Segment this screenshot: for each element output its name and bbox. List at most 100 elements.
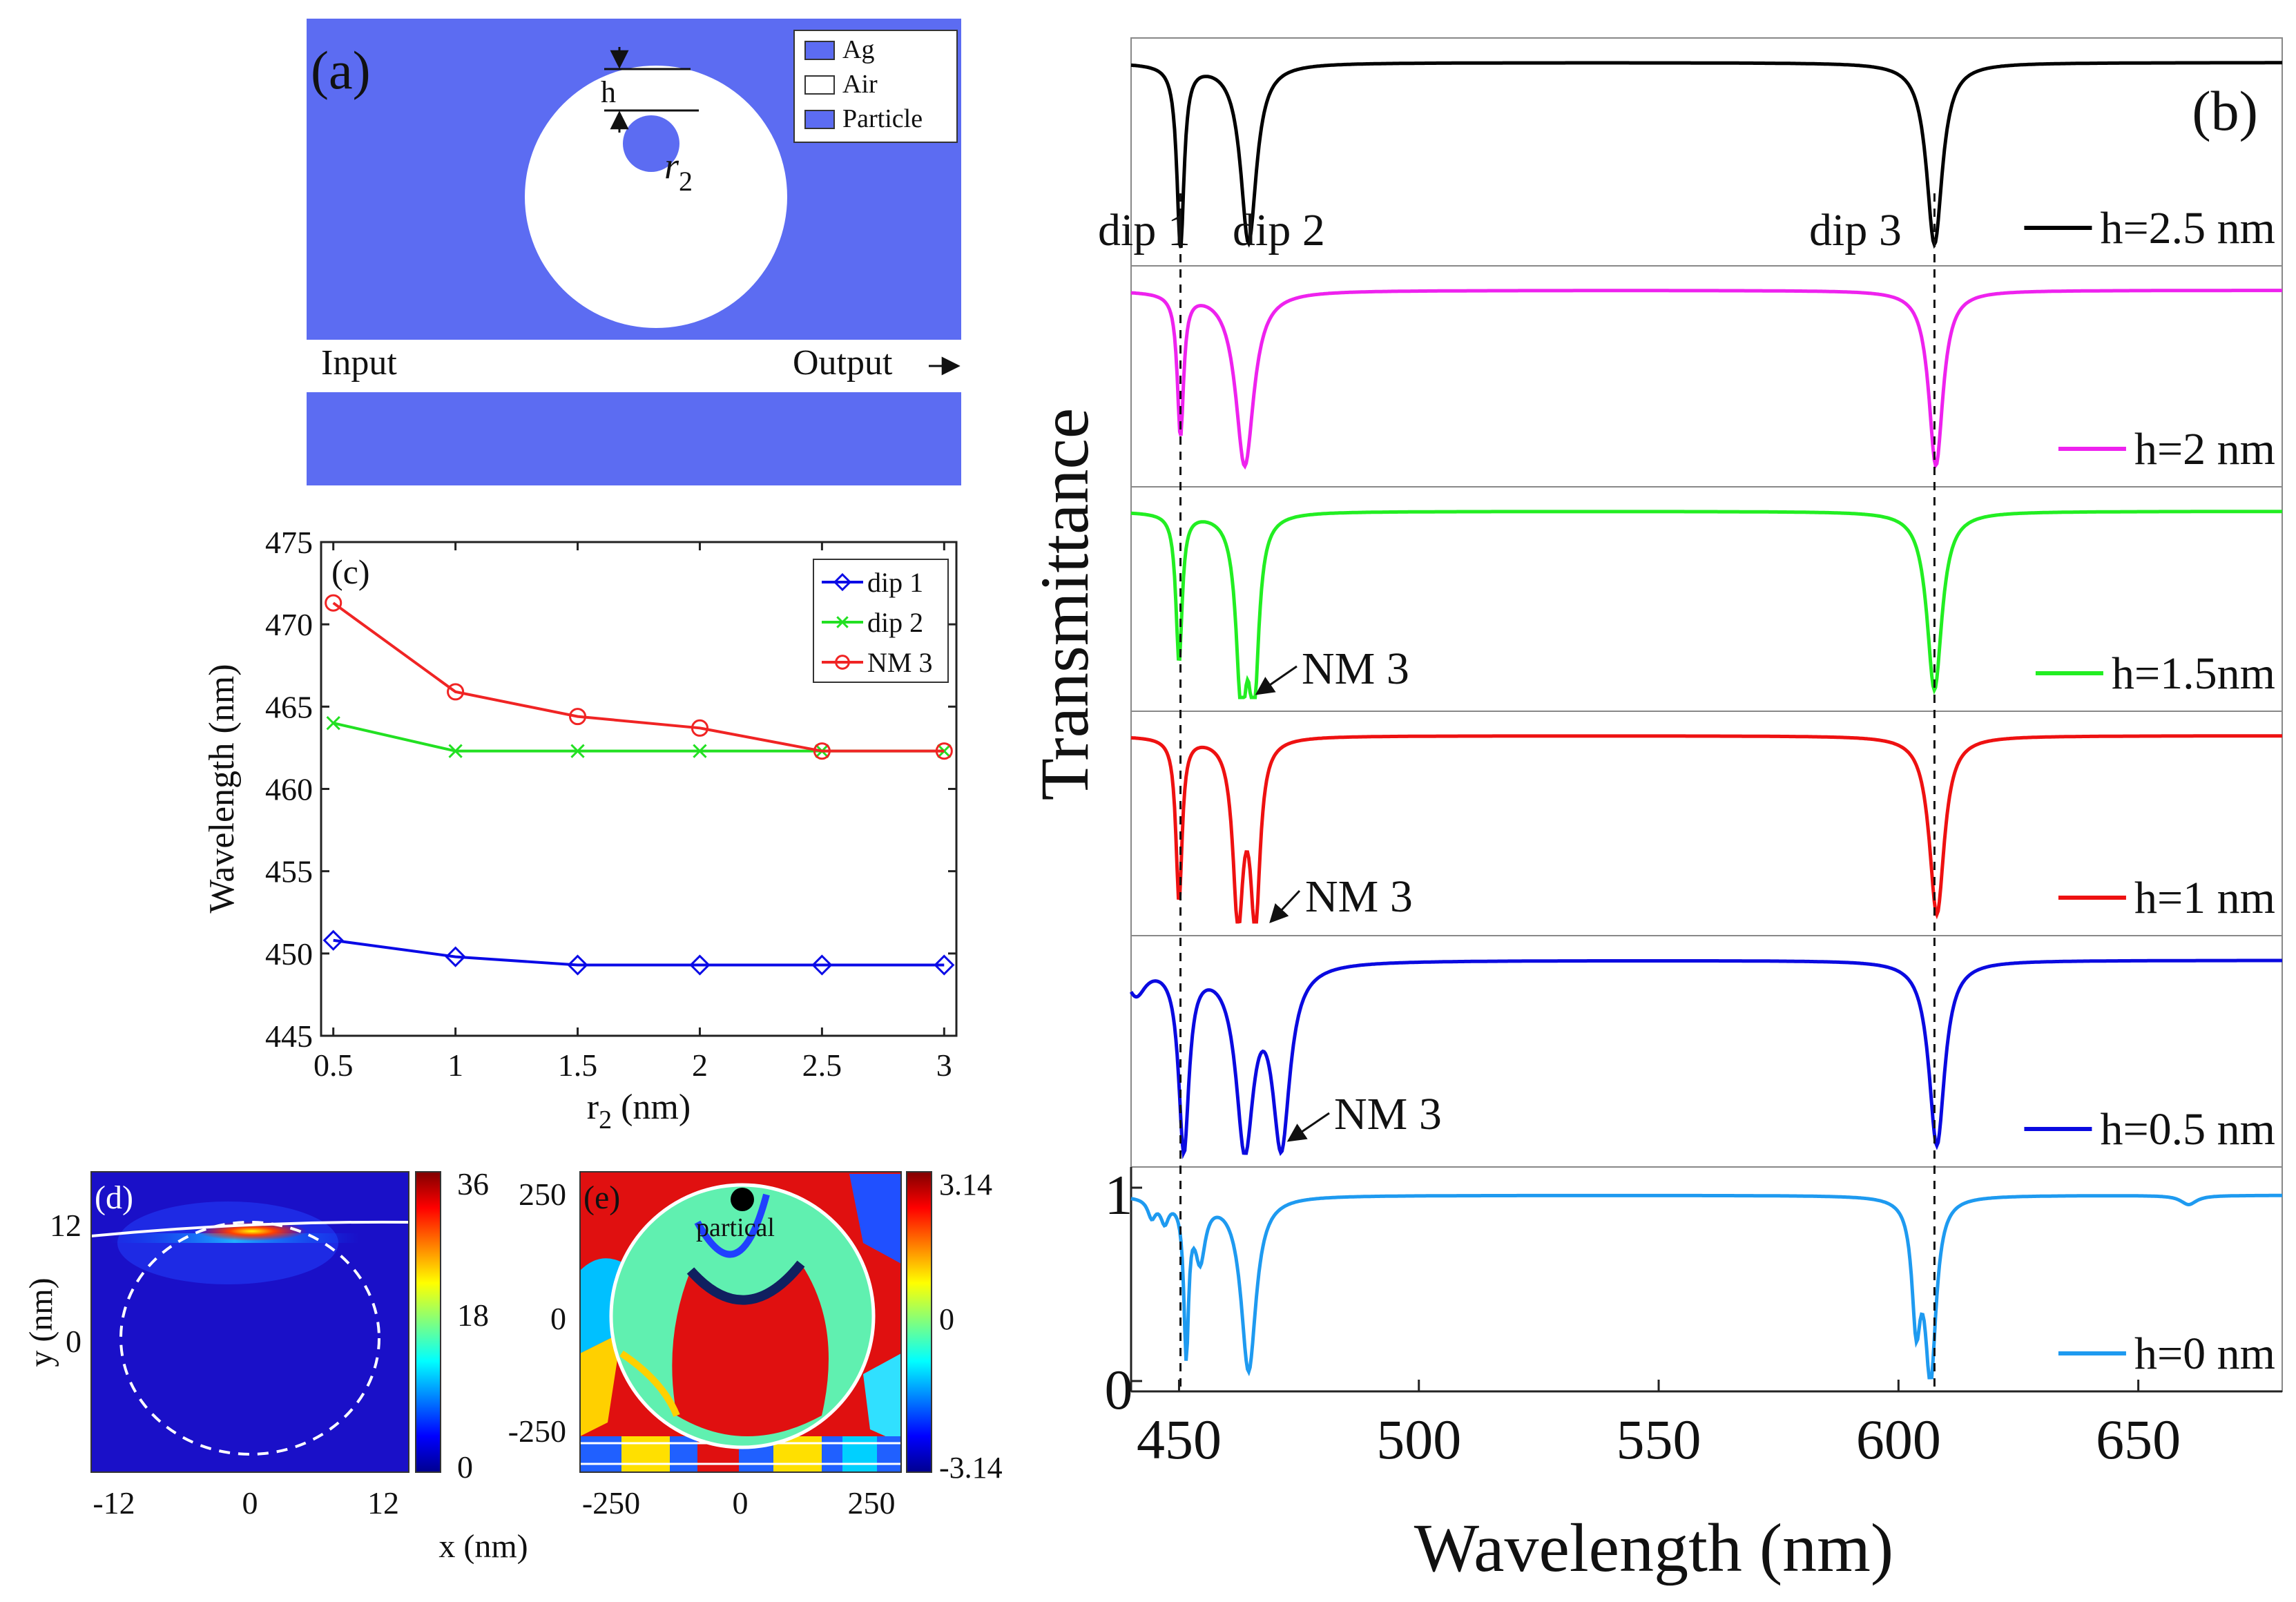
ring-boundary-e	[609, 1183, 876, 1449]
e-xtick-250: 250	[848, 1485, 896, 1521]
b-subplot-frame	[1130, 265, 2283, 488]
c-point-x	[570, 744, 585, 758]
b-transmittance-curve	[1130, 734, 2282, 924]
input-label: Input	[321, 343, 397, 383]
legend-label-ag: Ag	[842, 35, 874, 64]
b-ylabel: Transmittance	[1026, 408, 1103, 800]
c-ytick-label: 450	[265, 936, 313, 972]
c-point-circle	[568, 708, 587, 726]
c-point-diamond	[833, 572, 852, 592]
c-point-x	[836, 616, 849, 628]
air-waveguide	[307, 340, 961, 392]
b-transmittance-curve	[1130, 1193, 2282, 1380]
panel-e-label: (e)	[583, 1179, 620, 1216]
e-cbar-tick-pi: 3.14	[939, 1168, 992, 1202]
legend-swatch-particle	[804, 110, 835, 129]
plot-c-ticks: 0.5 1 1.5 2 2.5 3 475 470 465 460 455 450 445	[265, 525, 956, 1083]
c-point-x	[693, 744, 707, 758]
c-point-x	[448, 744, 463, 758]
d-cbar-tick-0: 0	[457, 1449, 473, 1485]
e-cbar-tick-minuspi: -3.14	[939, 1451, 1003, 1485]
c-point-diamond	[811, 954, 833, 976]
b-legend-label: h=2.5 nm	[2100, 203, 2275, 253]
plot-b-dashed-lines	[1179, 193, 1936, 1391]
b-legend-label: h=0 nm	[2134, 1329, 2275, 1379]
dip3-label: dip 3	[1809, 205, 1902, 255]
legend-label-air: Air	[842, 70, 878, 99]
d-ytick-12: 12	[50, 1208, 81, 1243]
b-xtick-label: 450	[1137, 1408, 1222, 1471]
b-xlabel: Wavelength (nm)	[1414, 1509, 1893, 1586]
plot-c-series	[322, 594, 955, 976]
d-xtick-0: 0	[242, 1485, 258, 1521]
b-xtick-label: 600	[1856, 1408, 1941, 1471]
dip2-label: dip 2	[1233, 205, 1325, 255]
c-xtick-label: 2.5	[802, 1048, 842, 1083]
c-legend-label: dip 1	[867, 567, 923, 598]
c-series-line	[333, 938, 945, 967]
c-point-circle	[835, 655, 850, 670]
c-ytick-label: 455	[265, 854, 313, 889]
b-ytick-0: 0	[1105, 1358, 1133, 1421]
c-point-circle	[935, 742, 953, 760]
c-xtick-label: 2	[692, 1048, 708, 1083]
b-transmittance-curve	[1130, 289, 2282, 470]
b-transmittance-curve	[1130, 510, 2282, 699]
ring-boundary-d	[91, 1220, 409, 1237]
b-legend-label: h=0.5 nm	[2100, 1104, 2275, 1155]
d-ytick-0: 0	[66, 1324, 81, 1359]
c-series-line	[332, 601, 945, 753]
legend-c-entries: dip 1 dip 2 NM 3	[822, 567, 932, 678]
plot-b-legends: h=2.5 nm h=2 nm h=1.5nm h=1 nm h=0.5 nm h=0 n…	[2024, 203, 2275, 1379]
b-ytick-1: 1	[1105, 1164, 1133, 1226]
plot-c-ylabel: Wavelength (nm)	[202, 664, 242, 913]
b-xtick-label: 500	[1376, 1408, 1461, 1471]
panel-c: 0.5 1 1.5 2 2.5 3 475 470 465 460 455 450 445 (c) Wa…	[202, 525, 958, 1135]
legend-swatch-air	[804, 75, 835, 95]
c-point-diamond	[445, 946, 466, 967]
panel-b-label: (b)	[2192, 79, 2258, 142]
b-subplot-frame	[1130, 711, 2283, 936]
c-legend-label: NM 3	[867, 647, 932, 678]
plot-c-xlabel: r2 (nm)	[587, 1088, 691, 1135]
panel-d: (d) 12 0 y (nm) -12 0 12 x (nm) 36 18 0	[23, 1166, 528, 1565]
c-point-x	[937, 744, 952, 758]
c-point-diamond	[567, 954, 588, 976]
particle-marker-e	[731, 1188, 754, 1211]
d-cbar-tick-18: 18	[457, 1297, 489, 1333]
plot-b-curves	[1129, 61, 2282, 1380]
c-point-diamond	[689, 954, 711, 976]
nm3-arrow-h05	[1286, 1112, 1330, 1142]
b-legend-label: h=2 nm	[2134, 424, 2275, 474]
output-label: Output	[793, 343, 893, 383]
d-xtick-12: 12	[367, 1485, 399, 1521]
c-xtick-label: 1.5	[558, 1048, 598, 1083]
c-point-diamond	[934, 954, 955, 976]
c-point-circle	[447, 683, 465, 701]
b-xtick-label: 550	[1617, 1408, 1701, 1471]
c-xtick-label: 0.5	[313, 1048, 354, 1083]
c-ytick-label: 445	[265, 1019, 313, 1054]
d-xlabel: x (nm)	[438, 1528, 528, 1565]
nm3-label-h05: NM 3	[1334, 1089, 1442, 1139]
legend-c: dip 1 dip 2 NM 3	[813, 559, 949, 683]
colorbar-d	[415, 1171, 441, 1473]
h-label: h	[601, 75, 616, 109]
panel-a: h r2 (a) Input Output Ag Air Particle	[307, 19, 961, 485]
d-ylabel: y (nm)	[23, 1277, 59, 1367]
nm3-label-h1: NM 3	[1305, 871, 1413, 922]
legend-a: Ag Air Particle	[793, 30, 958, 143]
panel-a-label: (a)	[311, 40, 371, 100]
nm3-label-h15: NM 3	[1302, 644, 1409, 694]
c-point-x	[326, 716, 340, 731]
r2-label: r2	[664, 145, 693, 197]
b-transmittance-curve	[1130, 61, 2282, 249]
e-cbar-tick-0: 0	[939, 1302, 954, 1336]
b-legend-label: h=1.5nm	[2112, 648, 2275, 699]
e-xtick-minus250: -250	[582, 1485, 640, 1521]
c-xtick-label: 3	[936, 1048, 952, 1083]
c-point-circle	[325, 594, 343, 612]
e-ytick-0: 0	[550, 1301, 566, 1336]
d-cbar-tick-36: 36	[457, 1166, 489, 1202]
nm3-arrow-h1	[1269, 889, 1301, 923]
